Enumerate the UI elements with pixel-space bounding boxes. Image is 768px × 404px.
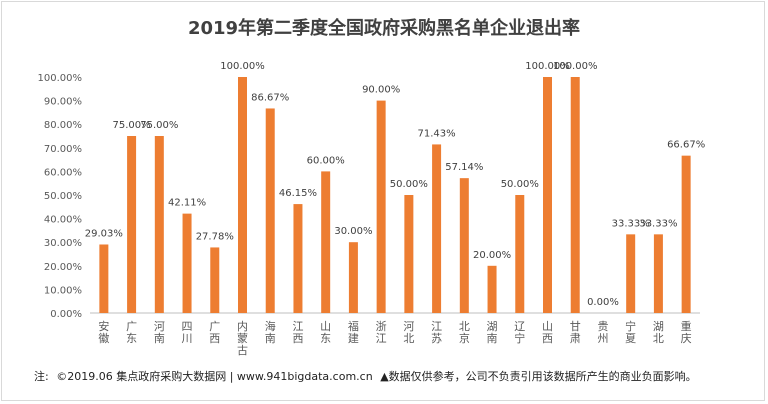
y-tick-label: 30.00% — [44, 238, 82, 249]
x-tick-label: 内蒙古 — [237, 319, 248, 357]
bar — [265, 108, 275, 313]
x-tick-label: 湖南 — [487, 320, 498, 345]
bar — [238, 77, 247, 313]
data-label: 100.00% — [553, 61, 598, 72]
bar — [376, 100, 386, 313]
data-label: 100.00% — [525, 61, 570, 72]
x-tick-label: 广西 — [209, 320, 220, 345]
bar — [626, 234, 636, 313]
y-tick-label: 50.00% — [44, 191, 82, 202]
bar — [543, 77, 552, 313]
x-tick-label: 贵州 — [597, 320, 608, 345]
data-label: 29.03% — [85, 228, 123, 239]
data-label: 50.00% — [390, 179, 428, 190]
x-tick-label: 安徽 — [98, 319, 109, 345]
x-tick-label: 重庆 — [681, 319, 692, 345]
bar — [432, 144, 442, 313]
y-tick-label: 70.00% — [44, 144, 82, 155]
data-label: 20.00% — [473, 250, 511, 261]
bar — [487, 265, 497, 313]
data-label: 50.00% — [501, 179, 539, 190]
x-tick-label: 山西 — [542, 320, 553, 345]
data-label: 100.00% — [220, 61, 265, 72]
data-label: 57.14% — [445, 162, 483, 173]
chart-title: 2019年第二季度全国政府采购黑名单企业退出率 — [187, 18, 581, 39]
x-tick-label: 甘肃 — [570, 320, 581, 345]
data-label: 71.43% — [418, 128, 456, 139]
x-tick-label: 江苏 — [431, 320, 442, 345]
x-tick-label: 山东 — [320, 320, 331, 345]
bar — [182, 213, 192, 313]
y-tick-label: 10.00% — [44, 285, 82, 296]
data-label: 0.00% — [587, 297, 619, 308]
x-tick-label: 湖北 — [653, 320, 664, 345]
data-label: 33.33% — [639, 218, 677, 229]
y-tick-label: 60.00% — [44, 167, 82, 178]
bar — [293, 204, 303, 313]
bar — [653, 234, 663, 313]
footer-disclaimer: ▲数据仅供参考，公司不负责引用该数据所产生的商业负面影响。 — [380, 370, 697, 383]
y-tick-label: 100.00% — [38, 73, 83, 84]
data-label: 66.67% — [667, 140, 705, 151]
y-tick-label: 20.00% — [44, 262, 82, 273]
data-label: 75.00% — [140, 120, 178, 131]
bar — [681, 155, 691, 313]
bar — [321, 171, 331, 313]
bar — [348, 242, 358, 313]
data-label: 33.33% — [612, 218, 650, 229]
y-tick-label: 0.00% — [50, 309, 82, 320]
x-tick-label: 江西 — [292, 320, 303, 345]
data-label: 42.11% — [168, 198, 206, 209]
bar — [99, 244, 109, 313]
data-label: 60.00% — [307, 155, 345, 166]
x-tick-label: 海南 — [265, 319, 276, 345]
data-label: 86.67% — [251, 92, 289, 103]
y-tick-label: 90.00% — [44, 97, 82, 108]
y-tick-label: 40.00% — [44, 215, 82, 226]
bar — [127, 136, 137, 313]
bar — [154, 136, 164, 313]
x-tick-label: 河北 — [403, 320, 414, 345]
x-tick-label: 广东 — [126, 320, 137, 345]
bar — [210, 247, 220, 313]
x-tick-label: 河南 — [154, 320, 165, 345]
x-tick-label: 北京 — [459, 320, 470, 345]
data-label: 30.00% — [334, 226, 372, 237]
bar — [515, 195, 525, 313]
footer-source: ©2019.06 集点政府采购大数据网 | www.941bigdata.com… — [56, 370, 373, 383]
data-label: 46.15% — [279, 188, 317, 199]
bar — [459, 178, 469, 313]
bar — [404, 195, 414, 313]
x-tick-label: 福建 — [348, 319, 359, 345]
x-tick-label: 四川 — [182, 320, 193, 345]
y-tick-label: 80.00% — [44, 120, 82, 131]
footer-note-label: 注: — [34, 370, 49, 383]
data-label: 75.00% — [113, 120, 151, 131]
x-tick-label: 浙江 — [376, 320, 387, 345]
footer-note: 注: ©2019.06 集点政府采购大数据网 | www.941bigdata.… — [34, 368, 701, 384]
data-label: 27.78% — [196, 231, 234, 242]
bar — [570, 77, 580, 313]
x-tick-label: 辽宁 — [514, 320, 525, 345]
x-tick-label: 宁夏 — [625, 319, 636, 345]
data-label: 90.00% — [362, 85, 400, 96]
